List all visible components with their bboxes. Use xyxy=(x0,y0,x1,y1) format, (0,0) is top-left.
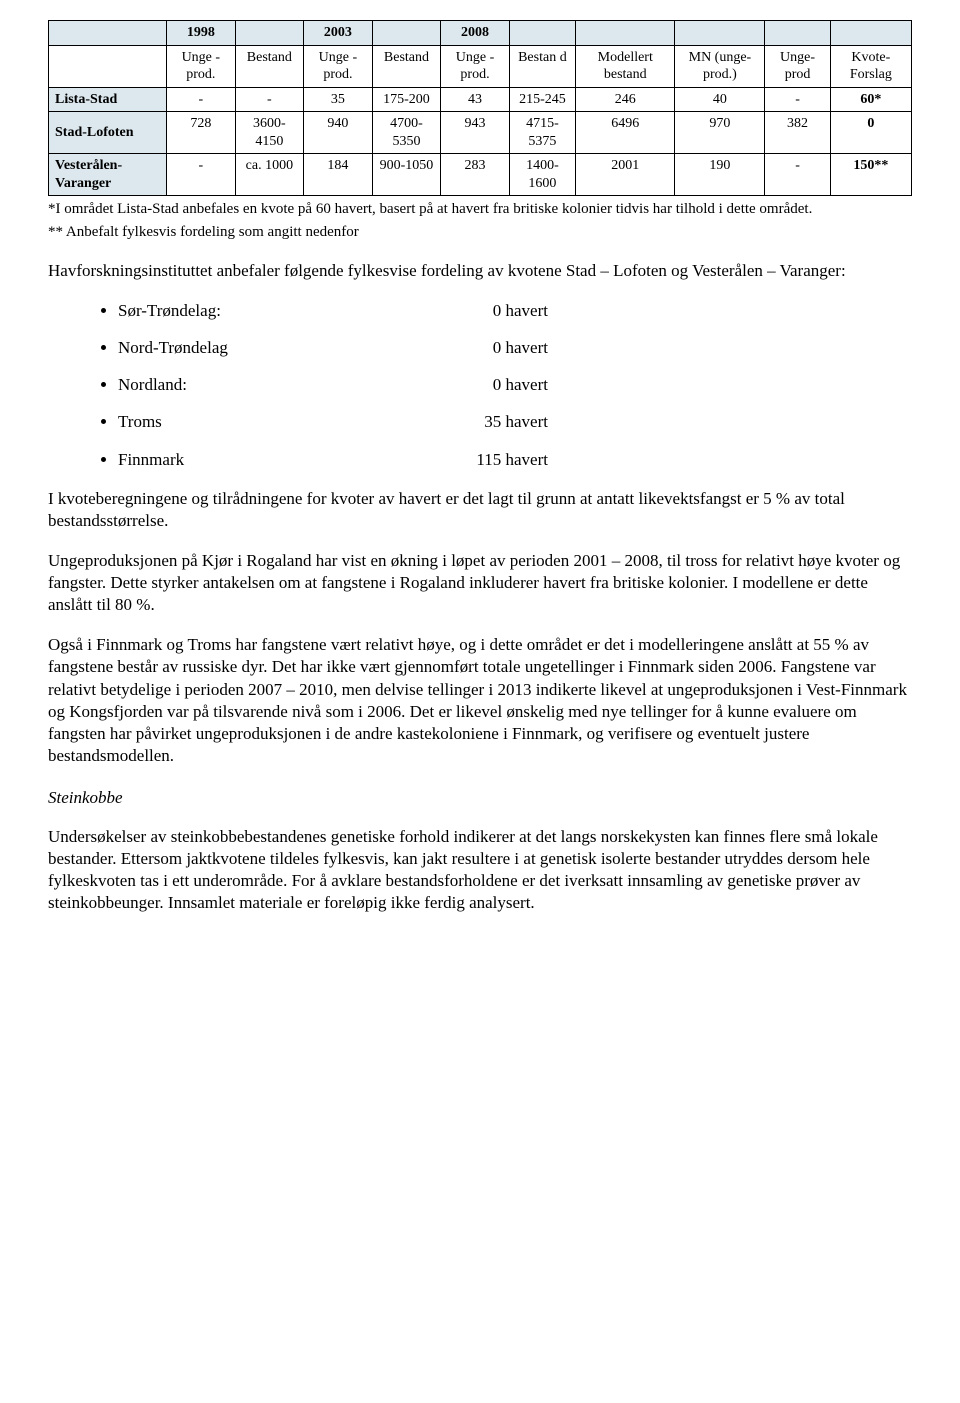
header-cell: Kvote-Forslag xyxy=(830,45,911,87)
fylke-label: Nordland: xyxy=(118,374,368,395)
list-item: Sør-Trøndelag:0 havert xyxy=(118,300,638,321)
header-cell xyxy=(49,21,167,46)
header-cell: Unge -prod. xyxy=(167,45,236,87)
header-cell: Bestand xyxy=(372,45,441,87)
header-cell xyxy=(765,21,830,46)
table-cell: 2001 xyxy=(576,154,675,196)
list-item: Troms35 havert xyxy=(118,411,638,432)
table-cell: 4700-5350 xyxy=(372,112,441,154)
table-cell: 246 xyxy=(576,87,675,112)
section-title: Steinkobbe xyxy=(48,787,912,808)
header-cell: Modellert bestand xyxy=(576,45,675,87)
header-cell: 2003 xyxy=(304,21,373,46)
table-cell: 3600-4150 xyxy=(235,112,304,154)
table-header-sub: Unge -prod. Bestand Unge -prod. Bestand … xyxy=(49,45,912,87)
table-cell: - xyxy=(235,87,304,112)
header-cell xyxy=(509,21,575,46)
header-cell xyxy=(372,21,441,46)
header-cell: Unge -prod. xyxy=(441,45,510,87)
table-cell: 382 xyxy=(765,112,830,154)
fylke-value: 35 havert xyxy=(368,411,548,432)
list-item: Nordland:0 havert xyxy=(118,374,638,395)
table-cell: 940 xyxy=(304,112,373,154)
table-cell: 900-1050 xyxy=(372,154,441,196)
fylker-list: Sør-Trøndelag:0 havert Nord-Trøndelag0 h… xyxy=(118,300,912,470)
header-cell: Unge-prod xyxy=(765,45,830,87)
table-cell: 943 xyxy=(441,112,510,154)
header-cell: 1998 xyxy=(167,21,236,46)
table-header-years: 1998 2003 2008 xyxy=(49,21,912,46)
table-cell: 190 xyxy=(675,154,765,196)
table-cell: 40 xyxy=(675,87,765,112)
intro-paragraph: Havforskningsinstituttet anbefaler følge… xyxy=(48,260,912,282)
table-cell: 35 xyxy=(304,87,373,112)
footnote-1: *I området Lista-Stad anbefales en kvote… xyxy=(48,200,912,219)
header-cell xyxy=(576,21,675,46)
body-paragraph: I kvoteberegningene og tilrådningene for… xyxy=(48,488,912,532)
fylke-label: Finnmark xyxy=(118,449,368,470)
table-cell: 6496 xyxy=(576,112,675,154)
header-cell: Bestan d xyxy=(509,45,575,87)
fylke-label: Troms xyxy=(118,411,368,432)
table-cell: 60* xyxy=(830,87,911,112)
fylke-value: 115 havert xyxy=(368,449,548,470)
table-cell: 970 xyxy=(675,112,765,154)
table-cell: 0 xyxy=(830,112,911,154)
table-row: Lista-Stad - - 35 175-200 43 215-245 246… xyxy=(49,87,912,112)
row-label: Vesterålen-Varanger xyxy=(49,154,167,196)
fylke-value: 0 havert xyxy=(368,337,548,358)
table-cell: - xyxy=(765,87,830,112)
table-cell: 215-245 xyxy=(509,87,575,112)
table-row: Vesterålen-Varanger - ca. 1000 184 900-1… xyxy=(49,154,912,196)
body-paragraph: Ungeproduksjonen på Kjør i Rogaland har … xyxy=(48,550,912,616)
header-cell xyxy=(675,21,765,46)
fylke-value: 0 havert xyxy=(368,300,548,321)
table-cell: 1400-1600 xyxy=(509,154,575,196)
footnote-2: ** Anbefalt fylkesvis fordeling som angi… xyxy=(48,223,912,242)
header-cell xyxy=(830,21,911,46)
table-cell: 283 xyxy=(441,154,510,196)
row-label: Stad-Lofoten xyxy=(49,112,167,154)
table-cell: 728 xyxy=(167,112,236,154)
header-cell xyxy=(49,45,167,87)
data-table: 1998 2003 2008 Unge -prod. Bestand Unge … xyxy=(48,20,912,196)
row-label: Lista-Stad xyxy=(49,87,167,112)
table-cell: - xyxy=(167,154,236,196)
list-item: Finnmark115 havert xyxy=(118,449,638,470)
list-item: Nord-Trøndelag0 havert xyxy=(118,337,638,358)
fylke-value: 0 havert xyxy=(368,374,548,395)
header-cell: Unge -prod. xyxy=(304,45,373,87)
header-cell: MN (unge-prod.) xyxy=(675,45,765,87)
table-cell: 150** xyxy=(830,154,911,196)
header-cell: 2008 xyxy=(441,21,510,46)
table-cell: 184 xyxy=(304,154,373,196)
table-cell: - xyxy=(167,87,236,112)
table-cell: - xyxy=(765,154,830,196)
body-paragraph: Undersøkelser av steinkobbebestandenes g… xyxy=(48,826,912,914)
table-cell: 175-200 xyxy=(372,87,441,112)
header-cell xyxy=(235,21,304,46)
header-cell: Bestand xyxy=(235,45,304,87)
table-row: Stad-Lofoten 728 3600-4150 940 4700-5350… xyxy=(49,112,912,154)
table-cell: 43 xyxy=(441,87,510,112)
fylke-label: Sør-Trøndelag: xyxy=(118,300,368,321)
fylke-label: Nord-Trøndelag xyxy=(118,337,368,358)
table-cell: 4715-5375 xyxy=(509,112,575,154)
body-paragraph: Også i Finnmark og Troms har fangstene v… xyxy=(48,634,912,767)
table-cell: ca. 1000 xyxy=(235,154,304,196)
